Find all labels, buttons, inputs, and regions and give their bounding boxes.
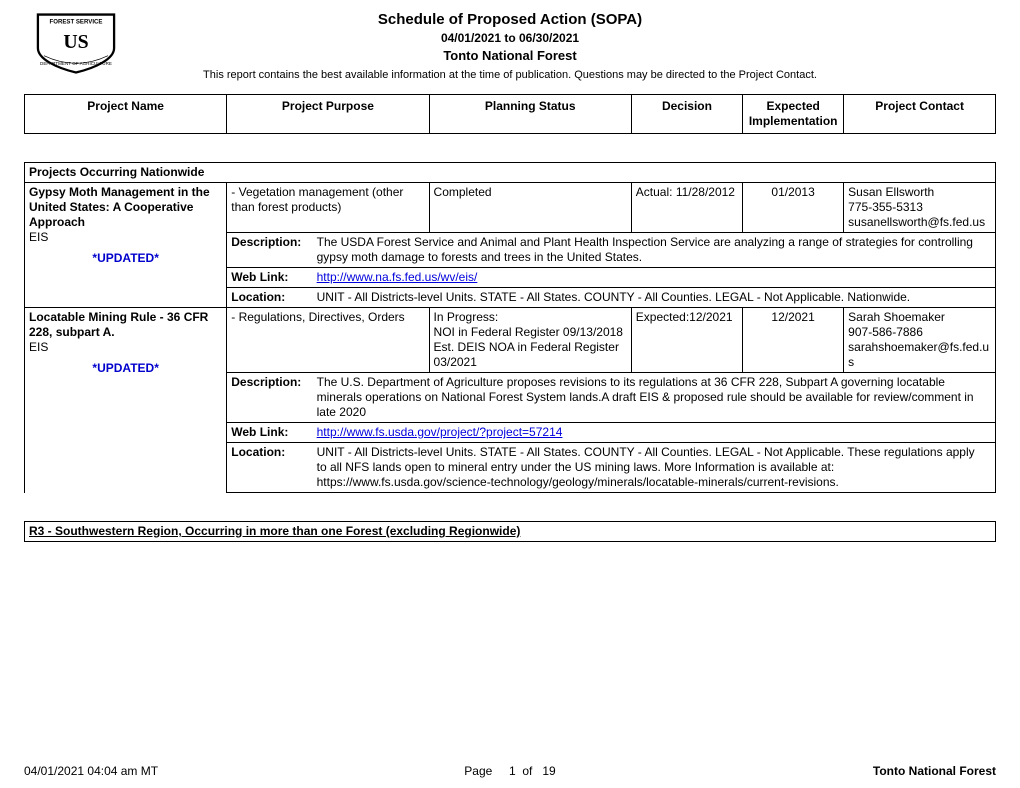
project-type: EIS (29, 340, 48, 354)
project-location-cell: Location: UNIT - All Districts-level Uni… (227, 443, 996, 493)
footer-page-sep: of (522, 764, 532, 778)
weblink-value[interactable]: http://www.fs.usda.gov/project/?project=… (317, 425, 563, 439)
project-name: Gypsy Moth Management in the United Stat… (29, 185, 210, 229)
project-decision: Actual: 11/28/2012 (631, 183, 742, 233)
description-label: Description: (231, 375, 313, 390)
col-decision: Decision (631, 95, 742, 134)
footer-page: Page 1 of 19 (24, 764, 996, 778)
svg-text:DEPARTMENT OF AGRICULTURE: DEPARTMENT OF AGRICULTURE (40, 61, 112, 66)
project-purpose: - Regulations, Directives, Orders (227, 308, 429, 373)
report-title: Schedule of Proposed Action (SOPA) (24, 10, 996, 30)
footer-page-current: 1 (509, 764, 516, 778)
project-row: Gypsy Moth Management in the United Stat… (25, 183, 996, 233)
svg-text:US: US (63, 31, 88, 53)
footer-page-label: Page (464, 764, 492, 778)
project-location-cell: Location: UNIT - All Districts-level Uni… (227, 288, 996, 308)
spacer (24, 134, 996, 162)
report-date-range: 04/01/2021 to 06/30/2021 (24, 30, 996, 46)
project-implementation: 01/2013 (743, 183, 844, 233)
section-title: Projects Occurring Nationwide (25, 163, 996, 183)
weblink-label: Web Link: (231, 425, 313, 440)
project-name-cell: Locatable Mining Rule - 36 CFR 228, subp… (25, 308, 227, 493)
project-row: Locatable Mining Rule - 36 CFR 228, subp… (25, 308, 996, 373)
project-contact: Sarah Shoemaker 907-586-7886 sarahshoema… (844, 308, 996, 373)
footer-page-total: 19 (542, 764, 555, 778)
section-header-row: Projects Occurring Nationwide (25, 163, 996, 183)
location-value: UNIT - All Districts-level Units. STATE … (317, 290, 987, 305)
col-project-purpose: Project Purpose (227, 95, 429, 134)
description-value: The USDA Forest Service and Animal and P… (317, 235, 987, 265)
report-forest: Tonto National Forest (24, 46, 996, 67)
project-name-cell: Gypsy Moth Management in the United Stat… (25, 183, 227, 308)
description-value: The U.S. Department of Agriculture propo… (317, 375, 987, 420)
location-label: Location: (231, 290, 313, 305)
project-implementation: 12/2021 (743, 308, 844, 373)
project-description-cell: Description: The U.S. Department of Agri… (227, 373, 996, 423)
projects-table: Projects Occurring Nationwide Gypsy Moth… (24, 162, 996, 493)
location-label: Location: (231, 445, 313, 460)
svg-text:FOREST SERVICE: FOREST SERVICE (50, 19, 103, 26)
col-expected-implementation: Expected Implementation (743, 95, 844, 134)
forest-service-logo: FOREST SERVICE US DEPARTMENT OF AGRICULT… (28, 10, 124, 74)
section-title-cell: R3 - Southwestern Region, Occurring in m… (25, 522, 996, 542)
col-planning-status: Planning Status (429, 95, 631, 134)
project-decision: Expected:12/2021 (631, 308, 742, 373)
project-name: Locatable Mining Rule - 36 CFR 228, subp… (29, 310, 208, 339)
description-label: Description: (231, 235, 313, 250)
project-weblink-cell: Web Link: http://www.fs.usda.gov/project… (227, 423, 996, 443)
column-header-table: Project Name Project Purpose Planning St… (24, 94, 996, 134)
project-weblink-cell: Web Link: http://www.na.fs.fed.us/wv/eis… (227, 268, 996, 288)
col-project-name: Project Name (25, 95, 227, 134)
updated-flag: *UPDATED* (29, 361, 222, 376)
location-value: UNIT - All Districts-level Units. STATE … (317, 445, 987, 490)
project-status: In Progress: NOI in Federal Register 09/… (429, 308, 631, 373)
section-header-row: R3 - Southwestern Region, Occurring in m… (25, 522, 996, 542)
project-purpose: - Vegetation management (other than fore… (227, 183, 429, 233)
project-status: Completed (429, 183, 631, 233)
section2-table: R3 - Southwestern Region, Occurring in m… (24, 521, 996, 542)
col-project-contact: Project Contact (844, 95, 996, 134)
project-description-cell: Description: The USDA Forest Service and… (227, 233, 996, 268)
updated-flag: *UPDATED* (29, 251, 222, 266)
weblink-value[interactable]: http://www.na.fs.fed.us/wv/eis/ (317, 270, 478, 284)
project-contact: Susan Ellsworth 775-355-5313 susanellswo… (844, 183, 996, 233)
weblink-label: Web Link: (231, 270, 313, 285)
section-title: R3 - Southwestern Region, Occurring in m… (29, 524, 520, 539)
spacer (24, 493, 996, 521)
report-header: FOREST SERVICE US DEPARTMENT OF AGRICULT… (24, 10, 996, 88)
report-note: This report contains the best available … (24, 69, 996, 81)
footer-forest: Tonto National Forest (873, 764, 996, 778)
project-type: EIS (29, 230, 48, 244)
